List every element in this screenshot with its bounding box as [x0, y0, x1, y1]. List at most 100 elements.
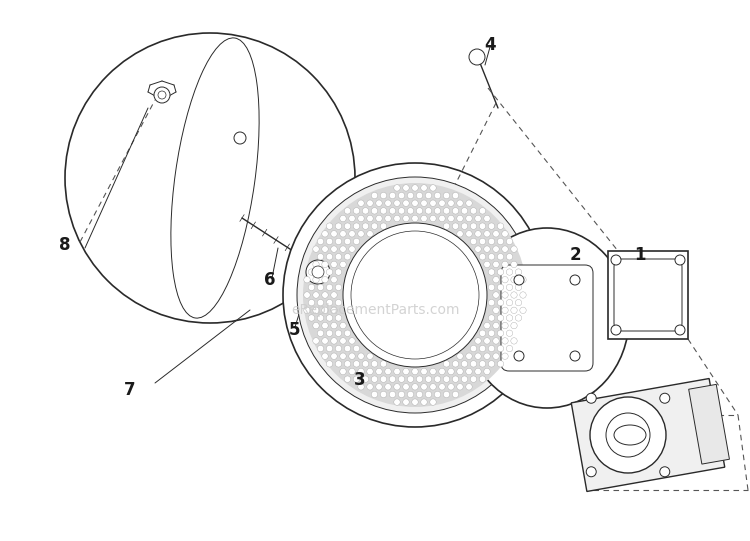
Circle shape	[322, 307, 328, 313]
Circle shape	[331, 353, 338, 359]
FancyBboxPatch shape	[614, 259, 682, 331]
Text: 8: 8	[59, 236, 70, 254]
Circle shape	[367, 368, 374, 375]
Circle shape	[326, 300, 333, 306]
Circle shape	[380, 361, 387, 367]
Circle shape	[448, 200, 454, 207]
Text: 3: 3	[354, 371, 366, 389]
Text: 5: 5	[290, 321, 301, 339]
Circle shape	[349, 338, 355, 344]
Bar	[688, 384, 730, 464]
Text: 1: 1	[634, 246, 646, 264]
Circle shape	[466, 384, 472, 390]
Circle shape	[353, 208, 360, 214]
Circle shape	[358, 384, 364, 390]
Circle shape	[283, 163, 547, 427]
Circle shape	[434, 193, 441, 199]
Circle shape	[322, 292, 328, 298]
Circle shape	[362, 361, 369, 367]
Circle shape	[461, 223, 468, 229]
Circle shape	[493, 292, 500, 298]
Circle shape	[497, 284, 504, 291]
Circle shape	[421, 200, 428, 207]
Circle shape	[344, 361, 351, 367]
Circle shape	[335, 361, 342, 367]
Circle shape	[470, 223, 477, 229]
Circle shape	[443, 361, 450, 367]
Circle shape	[493, 307, 500, 313]
Circle shape	[407, 208, 414, 214]
Circle shape	[470, 361, 477, 367]
Circle shape	[488, 361, 495, 367]
Circle shape	[326, 345, 333, 352]
Circle shape	[515, 315, 522, 321]
Circle shape	[412, 184, 419, 191]
Circle shape	[502, 322, 509, 329]
Circle shape	[385, 200, 392, 207]
Circle shape	[570, 275, 580, 285]
Circle shape	[511, 246, 518, 252]
Circle shape	[514, 275, 524, 285]
Text: 6: 6	[264, 271, 276, 289]
Circle shape	[403, 368, 410, 375]
Circle shape	[439, 200, 446, 207]
Circle shape	[484, 230, 490, 237]
Circle shape	[353, 361, 360, 367]
Circle shape	[358, 353, 364, 359]
Circle shape	[313, 307, 320, 313]
Circle shape	[385, 215, 392, 222]
Circle shape	[362, 208, 369, 214]
Circle shape	[308, 284, 315, 291]
Circle shape	[434, 376, 441, 382]
Circle shape	[308, 269, 315, 275]
Circle shape	[317, 315, 324, 321]
Text: 4: 4	[484, 36, 496, 54]
Circle shape	[502, 338, 509, 344]
Circle shape	[313, 276, 320, 283]
Circle shape	[493, 261, 500, 268]
Circle shape	[488, 330, 495, 337]
Circle shape	[488, 269, 495, 275]
Circle shape	[430, 200, 436, 207]
Circle shape	[344, 208, 351, 214]
Circle shape	[493, 338, 500, 344]
Circle shape	[439, 215, 446, 222]
Circle shape	[506, 300, 513, 306]
Circle shape	[514, 351, 524, 361]
Circle shape	[425, 208, 432, 214]
Circle shape	[421, 215, 428, 222]
Circle shape	[340, 261, 346, 268]
Circle shape	[385, 384, 392, 390]
Circle shape	[443, 208, 450, 214]
Circle shape	[322, 338, 328, 344]
Circle shape	[326, 238, 333, 245]
Circle shape	[343, 223, 487, 367]
Circle shape	[394, 384, 400, 390]
Circle shape	[611, 255, 621, 265]
Circle shape	[326, 284, 333, 291]
Circle shape	[520, 292, 526, 298]
Circle shape	[403, 215, 410, 222]
Circle shape	[367, 353, 374, 359]
Circle shape	[317, 345, 324, 352]
Circle shape	[340, 338, 346, 344]
Circle shape	[344, 223, 351, 229]
Circle shape	[511, 261, 518, 268]
Circle shape	[380, 391, 387, 398]
Circle shape	[590, 397, 666, 473]
Circle shape	[586, 467, 596, 477]
Circle shape	[412, 368, 419, 375]
Circle shape	[421, 368, 428, 375]
Circle shape	[506, 254, 513, 260]
Circle shape	[304, 307, 310, 313]
Circle shape	[475, 215, 482, 222]
Circle shape	[469, 49, 485, 65]
Circle shape	[430, 215, 436, 222]
Circle shape	[335, 238, 342, 245]
Text: 7: 7	[124, 381, 136, 399]
Circle shape	[389, 376, 396, 382]
Circle shape	[380, 193, 387, 199]
Circle shape	[448, 384, 454, 390]
Circle shape	[470, 345, 477, 352]
Circle shape	[511, 292, 518, 298]
